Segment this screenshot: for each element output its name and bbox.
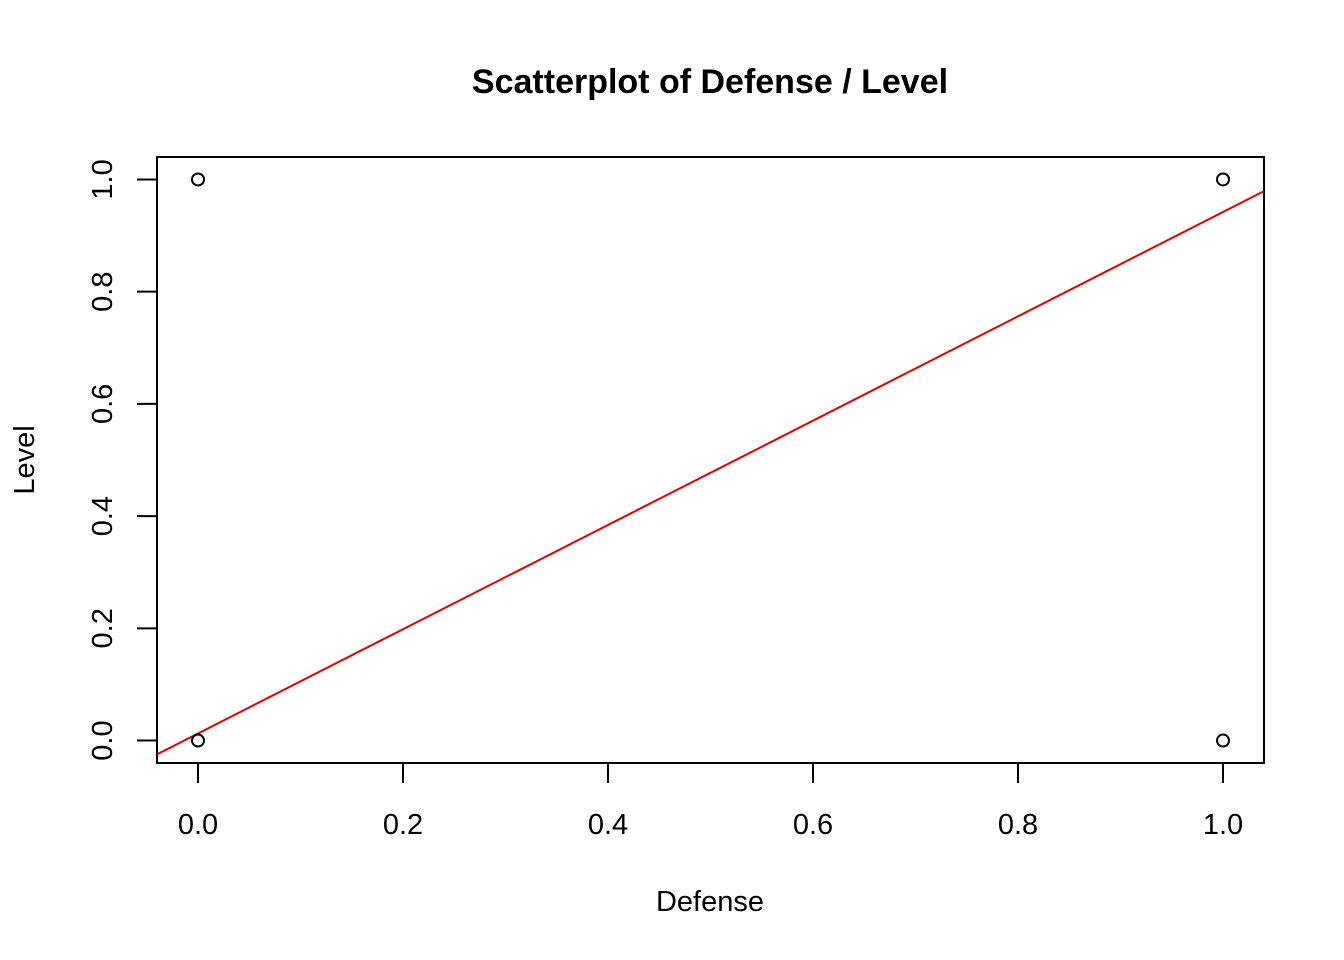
y-tick-label: 0.6 [87,384,119,424]
x-tick-label: 0.4 [588,809,628,841]
data-point [191,733,205,748]
plot-frame [156,156,1265,764]
points-layer [191,172,1230,748]
y-tick-label: 0.4 [87,496,119,536]
data-point [1216,733,1230,748]
data-point [191,172,205,187]
y-axis-label: Level [9,425,41,494]
plot-area [157,190,1264,756]
y-axis: 0.0 0.2 0.4 0.6 0.8 1.0 [87,159,158,761]
chart-title: Scatterplot of Defense / Level [472,63,948,101]
x-tick-label: 0.0 [178,809,218,841]
y-tick-label: 0.0 [87,720,119,760]
y-tick-label: 0.2 [87,608,119,648]
x-axis: 0.0 0.2 0.4 0.6 0.8 1.0 [178,762,1243,841]
data-point [1216,172,1230,187]
x-tick-label: 1.0 [1203,809,1243,841]
x-tick-label: 0.6 [793,809,833,841]
x-tick-label: 0.2 [383,809,423,841]
y-tick-label: 1.0 [87,159,119,199]
regression-line [157,190,1264,756]
x-tick-label: 0.8 [998,809,1038,841]
x-axis-label: Defense [656,886,764,918]
y-tick-label: 0.8 [87,272,119,312]
